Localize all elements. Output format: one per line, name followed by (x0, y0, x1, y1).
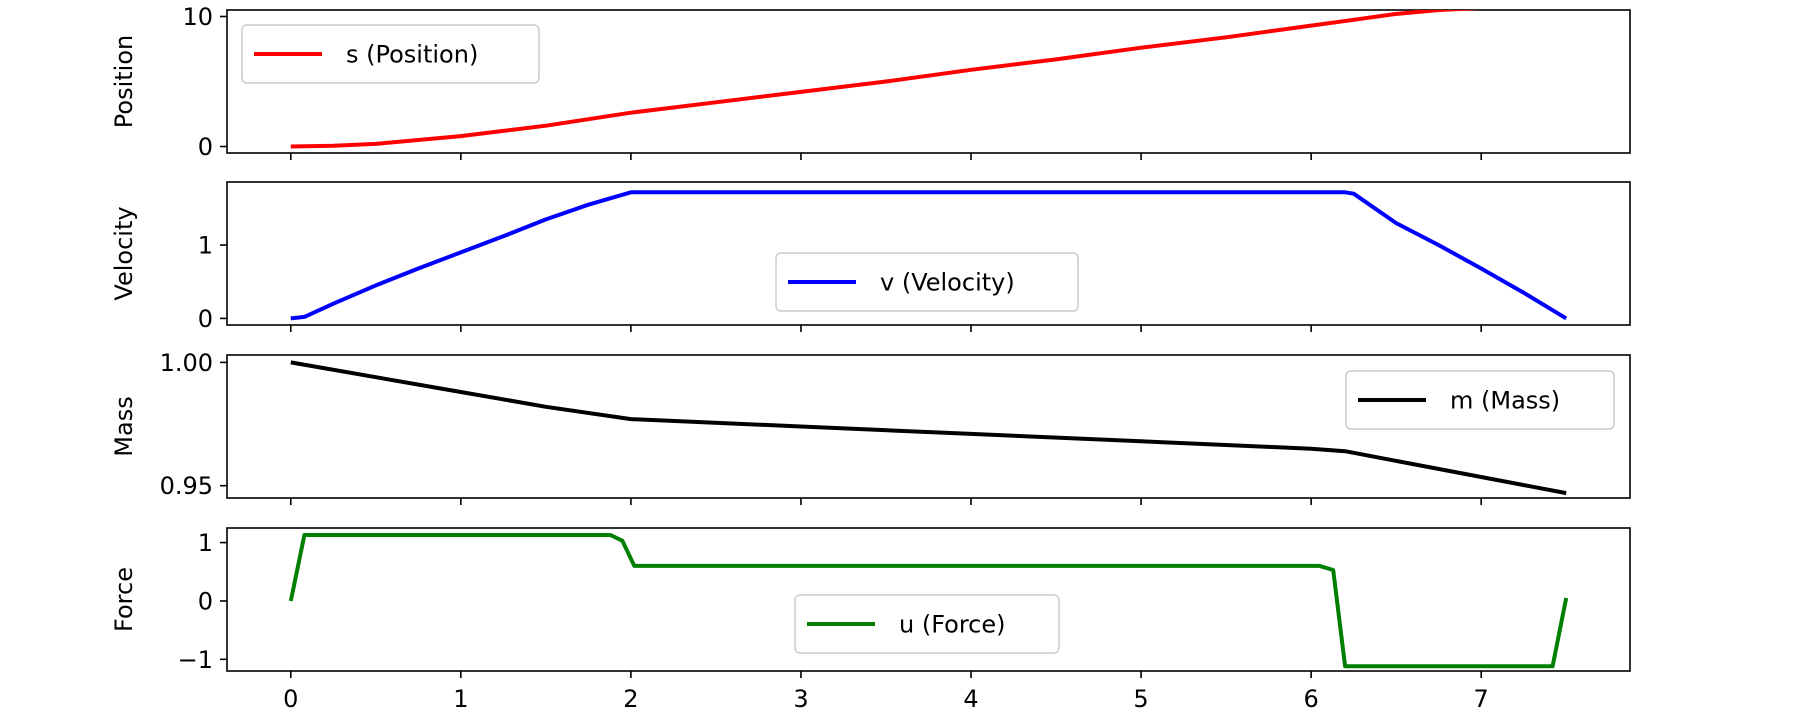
series-line-u-force (288, 533, 1569, 669)
y-tick-label: 10 (182, 3, 213, 31)
legend-box (1345, 370, 1615, 430)
y-tick-label: 1.00 (160, 349, 213, 377)
legend-label: v (Velocity) (880, 269, 1015, 297)
legend: m (Mass) (1345, 370, 1615, 430)
series-line-m-mass (290, 360, 1567, 496)
y-axis-label: Position (110, 35, 138, 128)
x-tick-label: 3 (793, 685, 808, 713)
series-line-s-position (290, 10, 1482, 149)
axes-frame (226, 354, 1631, 499)
x-tick-label: 7 (1474, 685, 1489, 713)
x-tick-label: 4 (963, 685, 978, 713)
subplot-velocity: 0 1 Velocity v (Velocity) (110, 181, 1631, 333)
x-tick-label: 2 (623, 685, 638, 713)
y-tick-label: 0 (198, 305, 213, 333)
x-tick-label: 0 (283, 685, 298, 713)
legend-label: u (Force) (899, 611, 1006, 639)
legend-label: s (Position) (346, 41, 478, 69)
y-tick-label: 0.95 (160, 472, 213, 500)
y-axis-label: Mass (110, 396, 138, 456)
legend-box (241, 24, 540, 84)
subplot-mass: 0.95 1.00 Mass m (Mass) (110, 349, 1631, 505)
subplot-position: 0 10 Position s (Position) (110, 3, 1631, 161)
legend-label: m (Mass) (1450, 387, 1560, 415)
x-tick-label: 1 (453, 685, 468, 713)
y-tick-label: 1 (198, 529, 213, 557)
y-axis-label: Velocity (110, 206, 138, 300)
legend: v (Velocity) (775, 252, 1079, 312)
y-tick-label: 0 (198, 587, 213, 615)
subplot-force: 0 1 2 3 4 5 6 7 −1 0 1 Force u (Force) (110, 527, 1631, 713)
axes-frame (226, 527, 1631, 672)
y-tick-label: 0 (198, 133, 213, 161)
y-tick-label: −1 (178, 646, 213, 674)
x-tick-label: 6 (1303, 685, 1318, 713)
y-axis-label: Force (110, 567, 138, 632)
y-tick-label: 1 (198, 232, 213, 260)
series-line-v-velocity (290, 190, 1568, 321)
legend: s (Position) (241, 24, 540, 84)
legend-box (775, 252, 1079, 312)
x-tick-label: 5 (1133, 685, 1148, 713)
legend-box (794, 594, 1060, 654)
axes-frame (226, 9, 1631, 154)
axes-frame (226, 181, 1631, 326)
legend: u (Force) (794, 594, 1060, 654)
